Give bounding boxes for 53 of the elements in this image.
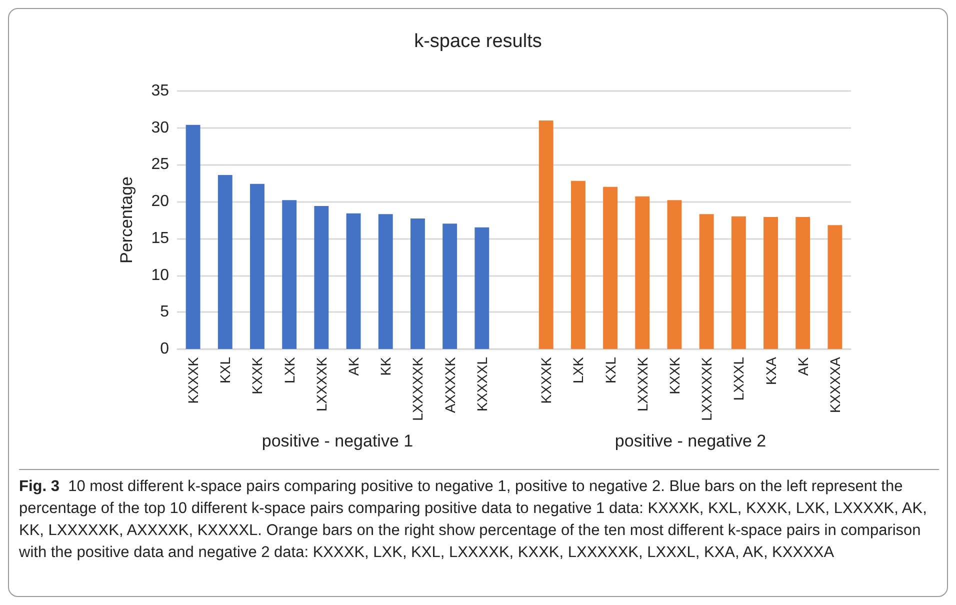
bar: [410, 218, 425, 349]
bar: [667, 200, 682, 349]
bar: [186, 124, 200, 349]
bar: [378, 214, 393, 349]
bar: [314, 206, 329, 349]
caption: Fig. 3 10 most different k-space pairs comparing positive to negative 1, positive to negative 2. Blue bars on the left represent the percentage of the top 10 different k-space pairs comparing positive data to negative 1 data: KXXXK, KXL, KXXK, LXK, LXXXXK, AK, KK, LXXXXXK, AXXXXK, KXXXXL. Orange bars on the right show percentage of the ten most different k-space pairs in comparison with the positive data and negative 2 data: KXXXK, LXK, KXL, LXXXXK, KXXK, LXXXXXK, LXXXL, KXA, AK, KXXXXA: [19, 478, 928, 561]
y-tick-label: 35: [151, 82, 170, 100]
x-tick-label: KXL: [602, 356, 618, 384]
bar: [570, 180, 586, 349]
y-tick-label: 15: [151, 230, 170, 247]
x-tick-label: LXK: [281, 356, 298, 384]
x-tick-label: LXXXXK: [634, 356, 650, 412]
x-tick-label: LXXXXK: [313, 356, 330, 412]
y-axis-title: Percentage: [117, 176, 136, 264]
x-tick-label: KXXXXL: [474, 356, 490, 412]
y-tick-label: 20: [151, 193, 170, 210]
x-tick-label: LXK: [570, 356, 586, 384]
x-tick-label: LXXXXXK: [410, 356, 426, 421]
x-tick-label: LXXXXXK: [698, 356, 715, 421]
x-tick-label: KXL: [217, 356, 234, 384]
bar: [603, 186, 618, 349]
bar: [250, 184, 264, 349]
x-tick-label: KXXK: [666, 356, 682, 394]
x-tick-label: KXXXK: [538, 356, 554, 404]
bar: [282, 200, 297, 349]
bar: [699, 214, 714, 349]
text: positive - negative 2: [614, 432, 766, 450]
bar: [828, 225, 842, 349]
y-tick-label: 5: [160, 304, 170, 321]
text: positive - negative 1: [262, 432, 414, 450]
bar: [764, 217, 778, 349]
x-tick-label: KXXXK: [185, 356, 202, 404]
x-tick-label: KXXK: [249, 356, 266, 394]
x-tick-label: AXXXXK: [442, 356, 458, 414]
x-tick-label: KXXXXA: [826, 356, 843, 414]
bar: [731, 216, 746, 349]
bar: [796, 217, 810, 349]
y-tick-label: 30: [151, 119, 170, 136]
x-tick-label: AK: [794, 356, 811, 376]
x-tick-label: LXXXL: [730, 356, 747, 401]
bar: [538, 120, 554, 349]
bar: [635, 196, 650, 349]
bar: [442, 224, 458, 349]
bar: [218, 175, 232, 349]
x-tick-label: KK: [378, 356, 394, 376]
x-tick-label: KXA: [762, 356, 779, 386]
chart-title: k-space results: [414, 31, 542, 52]
x-tick-label: AK: [346, 356, 362, 376]
bar: [346, 213, 361, 349]
y-tick-label: 10: [151, 266, 170, 284]
y-tick-label: 25: [151, 156, 170, 174]
bar: [474, 227, 490, 349]
y-tick-label: 0: [160, 340, 170, 358]
